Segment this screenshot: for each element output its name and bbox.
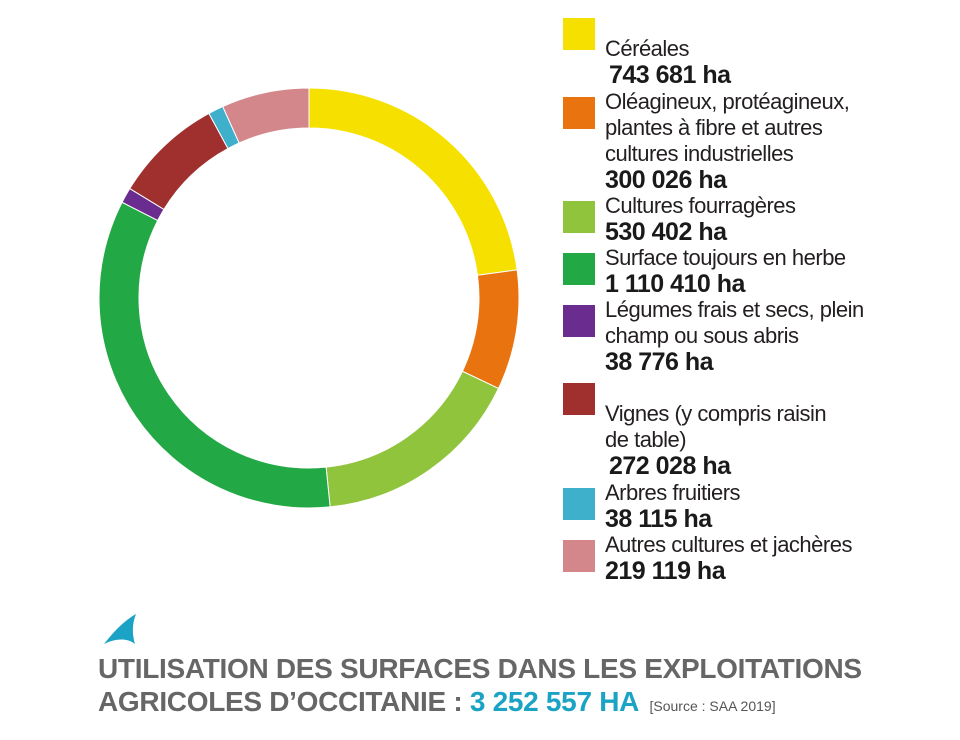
legend-value-legumes: 38 776 ha [605,348,714,376]
legend-value-autres: 219 119 ha [605,557,726,585]
legend-label-oleagineux: Oléagineux, protéagineux, plantes à fibr… [605,89,850,166]
legend-swatch-cereales [563,18,595,50]
legend-value-fourrageres: 530 402 ha [605,218,727,246]
legend-label-fourrageres: Cultures fourragères [605,193,796,218]
chart-title: UTILISATION DES SURFACES DANS LES EXPLOI… [98,652,938,723]
legend-label-legumes: Légumes frais et secs, plein champ ou so… [605,297,864,348]
donut-chart [98,87,520,509]
legend-item-fourrageres: Cultures fourragères 530 402 ha [563,193,953,245]
legend-label-fruitiers: Arbres fruitiers [605,480,741,505]
legend-item-fruitiers: Arbres fruitiers 38 115 ha [563,480,953,532]
arrow-logo-icon [104,614,136,644]
donut-slice-cereales [308,87,518,276]
legend-item-vignes: Vignes (y compris raisin de table) 272 0… [563,375,953,480]
legend-item-oleagineux: Oléagineux, protéagineux, plantes à fibr… [563,89,953,193]
legend-item-autres: Autres cultures et jachères 219 119 ha [563,532,953,584]
legend-item-cereales: Céréales 743 681 ha [563,10,953,89]
legend: Céréales 743 681 ha Oléagineux, protéagi… [563,10,953,584]
donut-slice-fourrageres [325,370,500,508]
legend-swatch-herbe [563,253,595,285]
donut-slice-vignes [129,112,229,211]
legend-swatch-legumes [563,305,595,337]
legend-swatch-autres [563,540,595,572]
legend-label-cereales: Céréales [605,36,690,61]
chart-title-text: UTILISATION DES SURFACES DANS LES EXPLOI… [98,653,862,717]
legend-swatch-fruitiers [563,488,595,520]
legend-value-vignes: 272 028 ha [609,452,731,480]
donut-slice-autres [222,87,310,144]
legend-item-herbe: Surface toujours en herbe 1 110 410 ha [563,245,953,297]
total-value: 3 252 557 HA [469,686,639,717]
legend-label-vignes: Vignes (y compris raisin de table) [605,401,827,452]
donut-slice-herbe [98,201,331,509]
source-note: [Source : SAA 2019] [649,698,776,714]
legend-value-fruitiers: 38 115 ha [605,505,712,533]
legend-value-cereales: 743 681 ha [609,61,731,89]
legend-label-herbe: Surface toujours en herbe [605,245,846,270]
legend-swatch-oleagineux [563,97,595,129]
legend-label-autres: Autres cultures et jachères [605,532,852,557]
legend-value-herbe: 1 110 410 ha [605,270,745,298]
legend-item-legumes: Légumes frais et secs, plein champ ou so… [563,297,953,375]
legend-swatch-vignes [563,383,595,415]
legend-swatch-fourrageres [563,201,595,233]
donut-slice-oleagineux [461,269,520,390]
legend-value-oleagineux: 300 026 ha [605,166,727,194]
